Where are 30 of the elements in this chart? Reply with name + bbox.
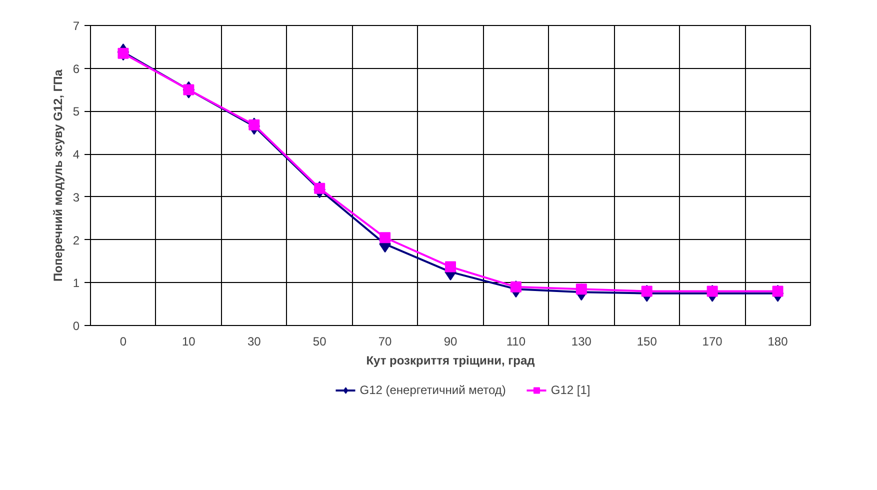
x-tick-label: 110 bbox=[506, 334, 526, 348]
y-axis-title: Поперечний модуль зсуву G12, ГПа bbox=[50, 69, 65, 282]
y-tick-label: 1 bbox=[72, 276, 80, 290]
point bbox=[510, 281, 522, 292]
x-tick-label: 30 bbox=[247, 334, 262, 348]
y-tick-label: 3 bbox=[72, 190, 80, 204]
point bbox=[445, 261, 456, 272]
y-tick-label: 5 bbox=[72, 104, 80, 119]
y-tick-label: 6 bbox=[72, 62, 80, 76]
x-tick-label: 130 bbox=[571, 334, 592, 348]
x-tick-label: 150 bbox=[636, 334, 658, 348]
point bbox=[641, 286, 652, 297]
point bbox=[772, 286, 784, 297]
legend-label: G12 (енергетичний метод) bbox=[360, 383, 506, 397]
legend-label: G12 [1] bbox=[550, 383, 590, 397]
x-tick-label: 70 bbox=[378, 334, 392, 348]
y-tick-label: 2 bbox=[72, 233, 80, 248]
x-tick-label: 0 bbox=[120, 334, 127, 348]
x-tick-label: 90 bbox=[444, 334, 458, 348]
x-tick-label: 10 bbox=[182, 334, 196, 348]
point bbox=[576, 284, 587, 295]
x-axis-title: Кут розкриття тріщини, град bbox=[366, 354, 536, 368]
y-tick-label: 0 bbox=[72, 319, 80, 333]
x-tick-label: 170 bbox=[702, 334, 723, 348]
y-tick-label: 7 bbox=[72, 19, 80, 33]
x-tick-label: 50 bbox=[312, 334, 327, 348]
x-tick-label: 180 bbox=[768, 334, 788, 348]
point bbox=[706, 286, 718, 297]
y-tick-label: 4 bbox=[72, 148, 80, 162]
point bbox=[380, 232, 391, 244]
